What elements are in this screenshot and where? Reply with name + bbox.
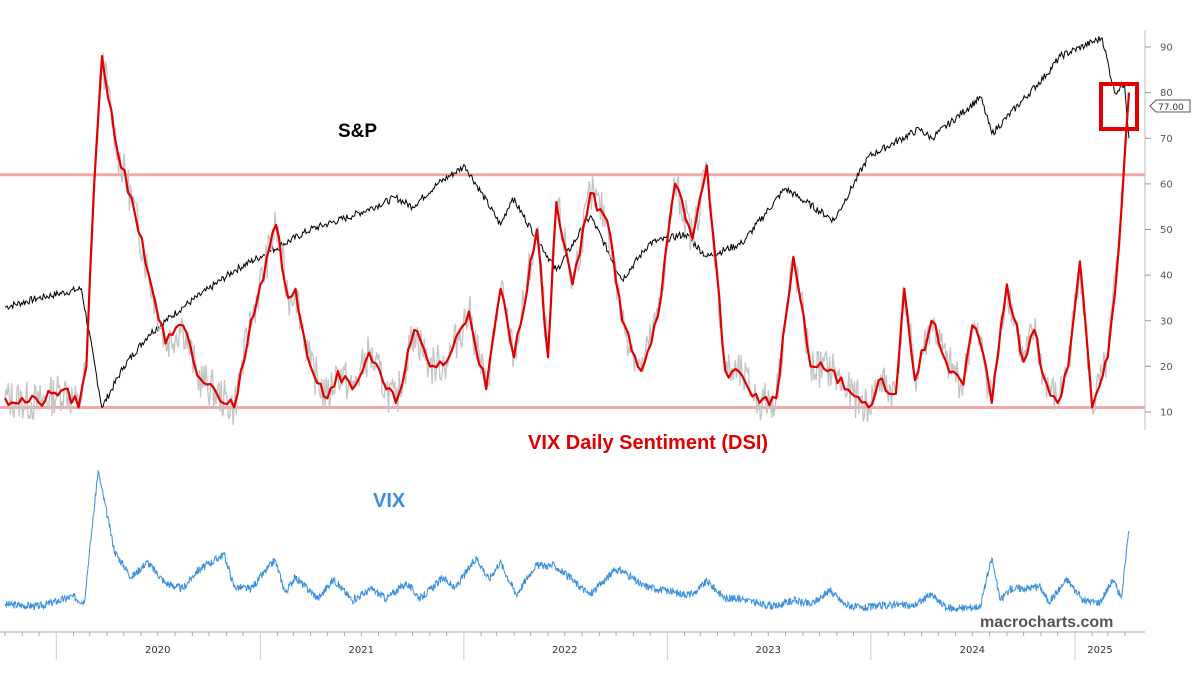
highlight-box — [1099, 82, 1139, 131]
dsi-series-label: VIX Daily Sentiment (DSI) — [528, 432, 768, 454]
x-axis-year-label: 2023 — [756, 645, 781, 656]
right-axis-tick-label: 70 — [1160, 134, 1173, 145]
right-axis-tick-label: 60 — [1160, 179, 1173, 190]
watermark: macrocharts.com — [980, 614, 1113, 631]
x-axis-year-label: 2022 — [552, 645, 577, 656]
vix-line — [4, 469, 1130, 613]
right-axis-tick-label: 10 — [1160, 408, 1173, 419]
dsi-series — [4, 51, 1131, 425]
right-axis-tick-label: 80 — [1160, 88, 1173, 99]
dsi-raw-line — [4, 51, 1130, 425]
right-axis-tick-label: 90 — [1160, 43, 1173, 54]
x-axis-year-label: 2021 — [349, 645, 374, 656]
reference-lines — [0, 173, 1145, 409]
current-value-tag: 77.00 — [1149, 99, 1191, 113]
x-axis-year-label: 2025 — [1087, 645, 1112, 656]
vix-series-label: VIX — [373, 490, 406, 512]
x-axis-year-label: 2020 — [145, 645, 170, 656]
x-axis-year-label: 2024 — [960, 645, 985, 656]
vix-series — [4, 469, 1130, 613]
dsi-line — [4, 55, 1131, 409]
x-axis: 2020 2021 2022 2023 2024 2025 — [0, 631, 1145, 660]
right-axis-tick-label: 30 — [1160, 316, 1173, 327]
right-axis-tick-label: 20 — [1160, 362, 1173, 373]
svg-text:77.00: 77.00 — [1158, 103, 1184, 113]
right-axis-tick-label: 40 — [1160, 271, 1173, 282]
right-axis-tick-label: 50 — [1160, 225, 1173, 236]
right-axis: 10 20 30 40 50 60 70 80 90 — [1144, 30, 1173, 430]
sp-series-label: S&P — [338, 121, 377, 142]
